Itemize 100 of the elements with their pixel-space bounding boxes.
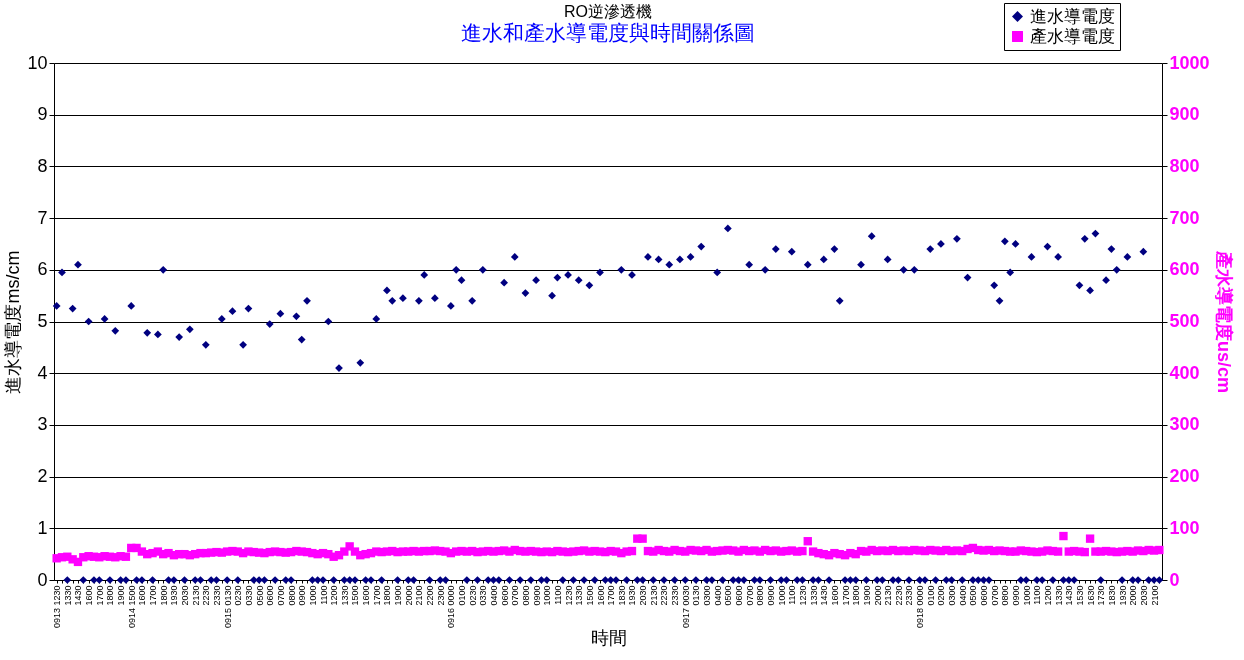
legend-label: 進水導電度	[1030, 6, 1115, 26]
x-tick-label: 2130	[883, 585, 894, 606]
chart-subtitle: 進水和產水導電度與時間關係圖	[461, 21, 755, 44]
x-tick-label: 2200	[425, 585, 436, 606]
x-tick-label: 1100	[318, 585, 329, 605]
y-tick-label: 5	[37, 311, 48, 331]
x-tick-label: 0300	[702, 585, 713, 606]
y2-tick-label: 500	[1169, 311, 1200, 331]
y-tick-label: 0	[37, 569, 48, 590]
x-tick-label: 1000	[1021, 585, 1032, 606]
x-tick-label: 1830	[1106, 585, 1117, 606]
x-tick-label: 0500	[723, 585, 734, 606]
legend-label: 產水導電度	[1030, 26, 1115, 46]
x-tick-label: 2000	[403, 585, 414, 606]
x-tick-label: 1100	[1032, 585, 1043, 605]
x-tick-label: 1230	[797, 585, 808, 606]
x-tick-label: 1930	[169, 585, 180, 606]
x-tick-label: 2000	[872, 585, 883, 606]
x-tick-label: 2230	[659, 585, 670, 606]
x-tick-label: 1830	[616, 585, 627, 606]
x-tick-label: 0700	[989, 585, 1000, 606]
x-tick-label: 0900	[765, 585, 776, 606]
x-tick-label: 2030	[638, 585, 649, 606]
x-tick-label: 0916 0000	[446, 585, 457, 629]
x-tick-label: 0330	[478, 585, 489, 606]
x-tick-label: 0600	[265, 585, 276, 606]
x-tick-label: 1600	[829, 585, 840, 606]
x-tick-label: 1930	[627, 585, 638, 606]
x-tick-label: 2100	[414, 585, 425, 606]
x-tick-label: 0500	[968, 585, 979, 606]
y2-tick-label: 0	[1169, 569, 1180, 590]
x-tick-label: 1800	[851, 585, 862, 606]
y2-tick-label: 900	[1169, 104, 1200, 125]
x-tick-label: 1000	[307, 585, 318, 606]
y2-axis-title: 產水導電度us/cm	[1213, 249, 1234, 394]
chart-title: RO逆滲透機	[564, 3, 652, 20]
y2-tick-label: 300	[1169, 414, 1200, 435]
y2-tick-label: 600	[1169, 259, 1200, 280]
y2-tick-label: 700	[1169, 207, 1200, 228]
x-tick-label: 1600	[595, 585, 606, 606]
x-tick-label: 2330	[670, 585, 681, 606]
x-tick-label: 1700	[606, 585, 617, 606]
x-tick-label: 1330	[339, 585, 350, 606]
x-tick-label: 1100	[787, 585, 798, 605]
y-tick-label: 10	[27, 52, 48, 73]
x-tick-label: 0600	[979, 585, 990, 606]
y2-tick-label: 400	[1169, 362, 1200, 383]
x-tick-label: 0400	[957, 585, 968, 606]
x-tick-label: 1230	[563, 585, 574, 606]
x-tick-label: 1330	[574, 585, 585, 606]
x-tick-label: 0900	[297, 585, 308, 606]
x-tick-label: 2030	[180, 585, 191, 606]
x-tick-label: 2030	[1138, 585, 1149, 606]
x-tick-label: 0130	[691, 585, 702, 606]
y2-tick-label: 1000	[1169, 52, 1210, 73]
x-tick-label: 0915 0130	[222, 585, 233, 629]
x-tick-label: 1000	[542, 585, 553, 606]
x-tick-label: 2330	[211, 585, 222, 606]
x-tick-label: 0900	[1011, 585, 1022, 606]
x-tick-label: 1700	[371, 585, 382, 606]
x-tick-label: 0230	[233, 585, 244, 606]
x-tick-label: 0100	[457, 585, 468, 606]
x-tick-label: 1600	[137, 585, 148, 606]
x-tick-label: 2130	[190, 585, 201, 606]
x-tick-label: 0800	[755, 585, 766, 606]
x-tick-label: 0230	[467, 585, 478, 606]
x-tick-label: 0600	[734, 585, 745, 606]
y-tick-label: 6	[37, 259, 48, 280]
x-tick-label: 2230	[201, 585, 212, 606]
x-tick-label: 2300	[435, 585, 446, 606]
x-tick-label: 1630	[1085, 585, 1096, 606]
y-axis-title: 進水導電度ms/cm	[3, 250, 24, 394]
y-tick-label: 8	[37, 155, 48, 176]
x-tick-label: 0914 1500	[126, 585, 137, 629]
x-tick-label: 1700	[94, 585, 105, 606]
x-tick-label: 0900	[531, 585, 542, 606]
x-tick-label: 1800	[382, 585, 393, 606]
x-tick-label: 1500	[350, 585, 361, 606]
x-tick-label: 2230	[893, 585, 904, 606]
x-tick-label: 0913 1230	[52, 585, 63, 629]
x-tick-label: 0330	[243, 585, 254, 606]
x-tick-label: 0400	[712, 585, 723, 606]
x-tick-label: 1200	[329, 585, 340, 606]
x-tick-label: 1430	[1064, 585, 1075, 606]
x-tick-label: 0800	[1000, 585, 1011, 606]
y-tick-label: 3	[37, 414, 48, 435]
x-tick-label: 1430	[819, 585, 830, 606]
x-tick-label: 2000	[1128, 585, 1139, 606]
x-tick-label: 1900	[861, 585, 872, 606]
x-tick-label: 1700	[148, 585, 159, 606]
x-tick-label: 1930	[1117, 585, 1128, 606]
y-tick-label: 1	[37, 517, 48, 538]
y2-tick-label: 100	[1169, 517, 1200, 538]
x-tick-label: 2330	[904, 585, 915, 606]
x-tick-label: 1600	[84, 585, 95, 606]
x-tick-label: 0700	[744, 585, 755, 606]
x-tick-label: 0300	[947, 585, 958, 606]
x-tick-label: 1900	[393, 585, 404, 606]
y-tick-label: 4	[37, 362, 48, 383]
x-tick-label: 1100	[552, 585, 563, 605]
